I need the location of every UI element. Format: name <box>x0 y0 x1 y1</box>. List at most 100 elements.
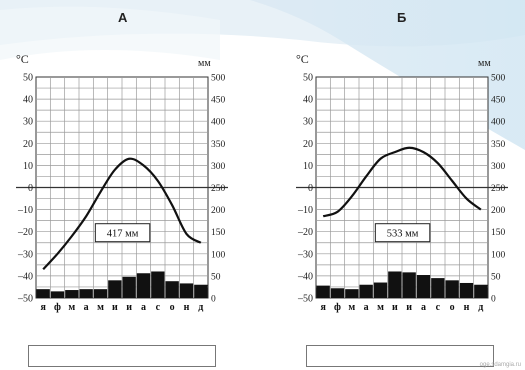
a-precip-unit: мм <box>198 58 211 69</box>
a-temp-tick: 20 <box>23 139 33 150</box>
climatogram-a: °С мм 50 40 30 20 10 0 –10 –20 –30 –40 –50 500 450 400 3… <box>2 45 242 315</box>
b-precip-bar <box>373 282 388 298</box>
a-temp-tick: –50 <box>17 294 33 305</box>
a-precip-tick: 200 <box>211 206 226 216</box>
b-month-label: о <box>450 302 455 313</box>
b-precip-bar <box>416 275 431 298</box>
b-precip-bar <box>388 271 402 298</box>
b-month-label: а <box>421 302 426 313</box>
b-month-label: д <box>478 302 483 313</box>
a-month-label: м <box>68 302 75 313</box>
a-precip-tick: 50 <box>211 272 221 282</box>
b-temp-tick: 40 <box>303 95 313 106</box>
a-precip-bar <box>194 284 208 298</box>
a-precip-tick: 350 <box>211 140 226 150</box>
b-precip-tick: 50 <box>491 272 501 282</box>
a-precip-tick: 400 <box>211 118 226 128</box>
a-temperature-line <box>42 157 202 271</box>
a-precip-tick: 150 <box>211 228 226 238</box>
b-annual-total-box <box>374 223 431 243</box>
b-precip-tick: 0 <box>491 295 496 305</box>
a-temp-tick: 0 <box>28 183 33 194</box>
b-temp-tick: 0 <box>308 183 313 194</box>
b-month-label: ф <box>334 302 341 313</box>
a-precip-bar <box>165 281 179 298</box>
b-temp-tick: 30 <box>303 117 313 128</box>
b-temp-tick: –30 <box>297 249 313 260</box>
b-precip-tick: 150 <box>491 228 506 238</box>
chart-a-label: А <box>118 10 128 25</box>
b-precip-tick: 500 <box>491 74 506 84</box>
climatogram-b: °С мм 50 40 30 20 10 0 –10 –20 –30 –40 –50 500 450 400 3… <box>282 45 522 315</box>
b-temp-tick: –20 <box>297 227 313 238</box>
a-month-label: с <box>156 302 161 313</box>
a-precip-tick: 450 <box>211 96 226 106</box>
b-precip-bar <box>345 289 359 298</box>
a-precip-tick: 100 <box>211 250 226 260</box>
a-temp-tick: 50 <box>23 73 33 84</box>
a-precip-tick: 500 <box>211 74 226 84</box>
b-temp-unit: °С <box>296 52 309 66</box>
b-temp-tick: –40 <box>297 271 313 282</box>
a-month-label: я <box>40 302 46 313</box>
a-precip-bar <box>151 271 165 298</box>
b-precip-unit: мм <box>478 58 491 69</box>
b-precip-bar <box>330 288 345 298</box>
watermark: oge.sdamgia.ru <box>479 362 521 368</box>
b-precip-tick: 250 <box>491 184 506 194</box>
a-precip-bar <box>136 273 151 298</box>
a-temp-tick: –10 <box>17 205 33 216</box>
a-precip-bar <box>93 289 108 298</box>
b-temp-tick: 10 <box>303 161 313 172</box>
b-precip-bar <box>431 278 445 298</box>
a-month-label: а <box>141 302 146 313</box>
a-month-label: а <box>84 302 89 313</box>
a-temp-tick: 10 <box>23 161 33 172</box>
a-temp-unit: °С <box>16 52 29 66</box>
chart-b-label: Б <box>397 10 407 25</box>
a-precip-bar <box>65 290 79 298</box>
b-temp-tick: 20 <box>303 139 313 150</box>
a-temp-tick: 30 <box>23 117 33 128</box>
b-precip-bar <box>359 284 373 298</box>
a-precip-bar <box>36 289 50 298</box>
b-precip-tick: 400 <box>491 118 506 128</box>
a-temp-tick: –20 <box>17 227 33 238</box>
a-annual-total-box <box>94 223 151 243</box>
a-month-label: д <box>198 302 203 313</box>
a-precip-bar <box>179 283 194 298</box>
b-month-label: и <box>392 302 398 313</box>
a-temp-tick: –40 <box>17 271 33 282</box>
a-month-label: и <box>112 302 118 313</box>
b-temperature-line <box>322 146 482 218</box>
b-precip-bar <box>445 280 459 298</box>
a-month-label: о <box>170 302 175 313</box>
answer-box-a[interactable] <box>28 345 216 367</box>
b-temp-tick: 50 <box>303 73 313 84</box>
a-precip-tick: 300 <box>211 162 226 172</box>
a-temp-tick: –30 <box>17 249 33 260</box>
b-temp-tick: –10 <box>297 205 313 216</box>
b-month-label: н <box>464 302 470 313</box>
a-month-label: м <box>97 302 104 313</box>
b-annual-total: 533 мм <box>387 229 419 240</box>
b-precip-tick: 450 <box>491 96 506 106</box>
b-month-label: с <box>436 302 441 313</box>
b-precip-tick: 300 <box>491 162 506 172</box>
a-precip-bar <box>108 280 122 298</box>
b-month-label: м <box>377 302 384 313</box>
b-month-label: а <box>364 302 369 313</box>
a-temp-tick: 40 <box>23 95 33 106</box>
b-precip-bar <box>474 284 488 298</box>
b-precip-bar <box>459 282 474 298</box>
climatogram-b-svg: °С мм50403020100–10–20–30–40–505004504003… <box>296 52 508 313</box>
climatogram-a-svg: °С мм50403020100–10–20–30–40–505004504003… <box>16 52 228 313</box>
a-annual-total: 417 мм <box>107 229 139 240</box>
b-precip-tick: 100 <box>491 250 506 260</box>
a-month-label: и <box>126 302 132 313</box>
b-precip-bar <box>316 285 330 298</box>
b-precip-bar <box>402 272 416 298</box>
b-precip-tick: 200 <box>491 206 506 216</box>
answer-box-b[interactable] <box>306 345 494 367</box>
